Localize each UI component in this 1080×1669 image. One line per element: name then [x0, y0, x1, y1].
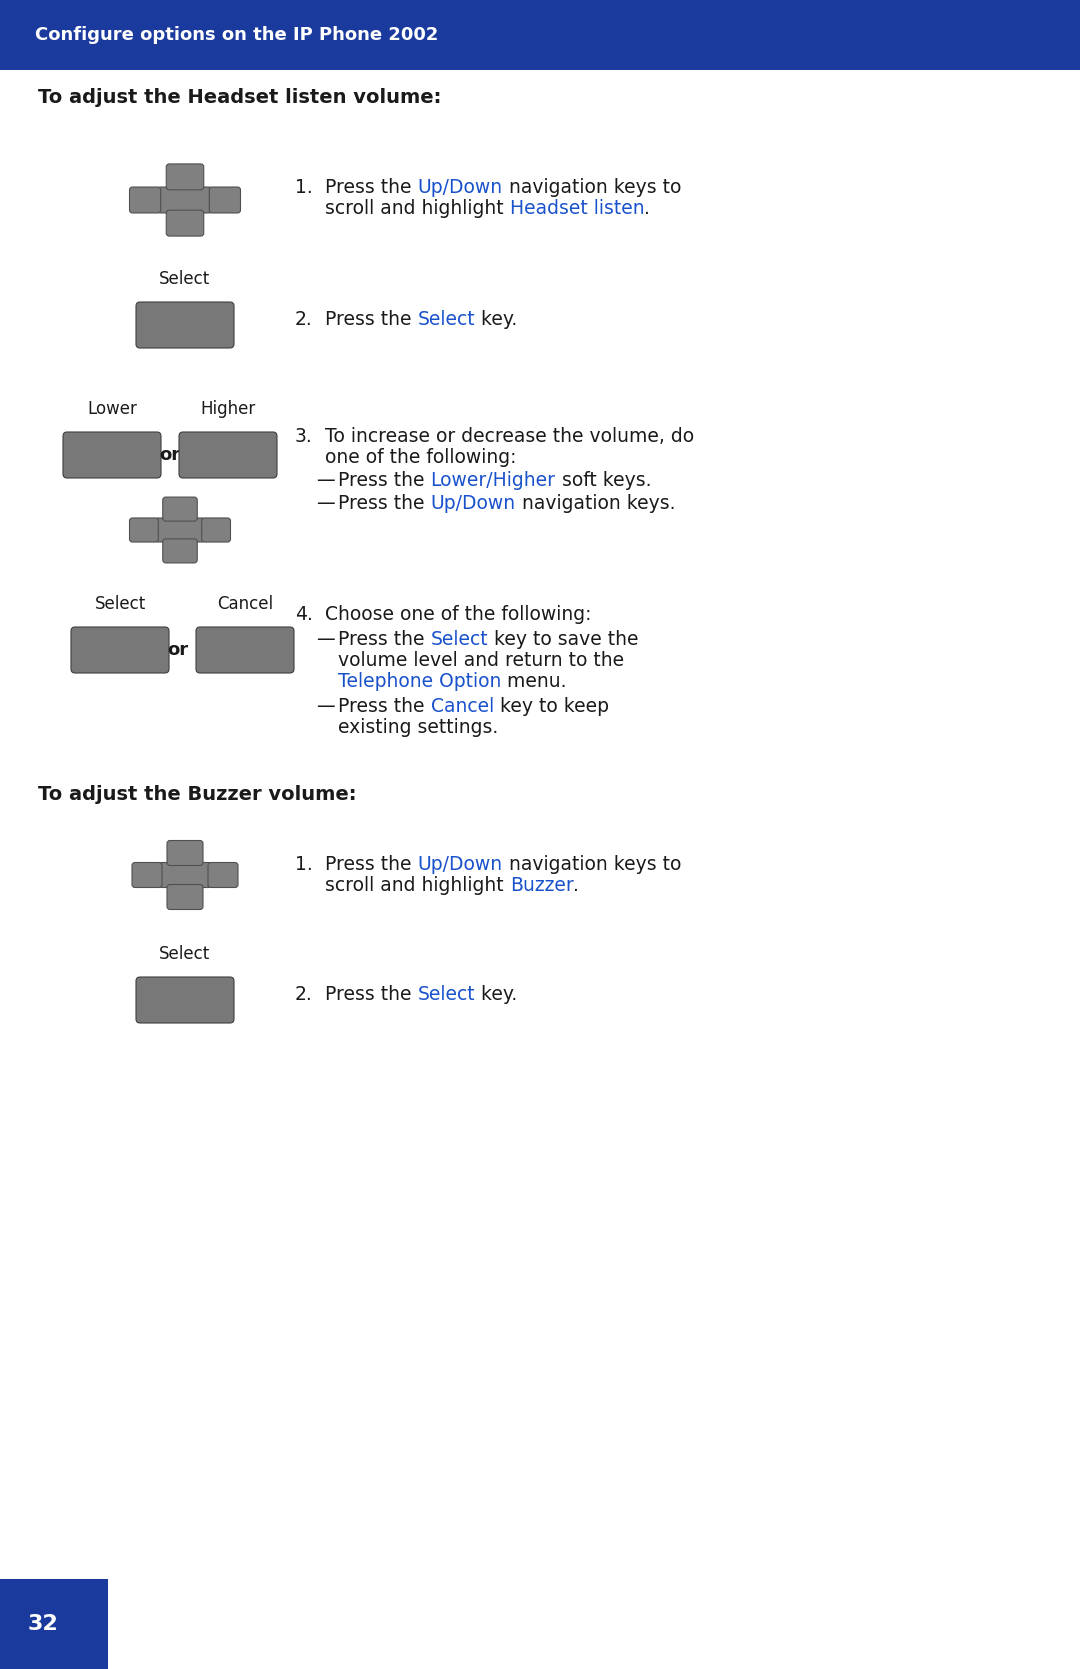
Text: To adjust the Buzzer volume:: To adjust the Buzzer volume:	[38, 784, 356, 804]
Bar	[0, 0, 1080, 70]
Text: Select: Select	[418, 310, 475, 329]
Text: .: .	[573, 876, 579, 895]
Text: Up/Down: Up/Down	[431, 494, 515, 512]
FancyBboxPatch shape	[202, 517, 230, 542]
FancyBboxPatch shape	[159, 863, 211, 888]
Text: .: .	[645, 199, 650, 219]
FancyBboxPatch shape	[132, 863, 162, 888]
Text: Press the: Press the	[338, 471, 431, 491]
FancyBboxPatch shape	[210, 187, 241, 214]
Text: Buzzer: Buzzer	[510, 876, 573, 895]
Text: scroll and highlight: scroll and highlight	[325, 199, 510, 219]
Text: or: or	[160, 446, 180, 464]
Text: Up/Down: Up/Down	[418, 179, 502, 197]
Text: Press the: Press the	[338, 629, 431, 649]
Text: or: or	[167, 641, 189, 659]
Text: 32: 32	[28, 1614, 58, 1634]
Text: —: —	[316, 494, 335, 512]
Text: menu.: menu.	[501, 673, 567, 691]
FancyBboxPatch shape	[166, 164, 204, 190]
Text: 4.: 4.	[295, 604, 313, 624]
Text: key to keep: key to keep	[494, 698, 609, 716]
FancyBboxPatch shape	[195, 628, 294, 673]
Text: Select: Select	[160, 945, 211, 963]
Text: Lower/Higher: Lower/Higher	[431, 471, 555, 491]
Bar	[0, 1579, 108, 1669]
Text: existing settings.: existing settings.	[338, 718, 498, 738]
Text: Higher: Higher	[201, 401, 256, 417]
FancyBboxPatch shape	[130, 187, 161, 214]
Text: key.: key.	[475, 985, 517, 1005]
Text: navigation keys.: navigation keys.	[515, 494, 675, 512]
Text: 1.: 1.	[295, 855, 313, 875]
Text: Cancel: Cancel	[431, 698, 494, 716]
Text: Select: Select	[418, 985, 475, 1005]
FancyBboxPatch shape	[136, 976, 234, 1023]
Text: soft keys.: soft keys.	[555, 471, 651, 491]
FancyBboxPatch shape	[208, 863, 238, 888]
Text: Press the: Press the	[325, 179, 418, 197]
Text: To adjust the Headset listen volume:: To adjust the Headset listen volume:	[38, 88, 442, 107]
FancyBboxPatch shape	[63, 432, 161, 477]
FancyBboxPatch shape	[179, 432, 276, 477]
FancyBboxPatch shape	[167, 885, 203, 910]
Text: —: —	[316, 629, 335, 649]
FancyBboxPatch shape	[166, 210, 204, 235]
FancyBboxPatch shape	[163, 539, 198, 562]
Text: Select: Select	[431, 629, 488, 649]
Text: 1.: 1.	[295, 179, 313, 197]
Text: navigation keys to: navigation keys to	[502, 179, 681, 197]
Text: Headset listen: Headset listen	[510, 199, 645, 219]
FancyBboxPatch shape	[158, 187, 212, 214]
Text: Cancel: Cancel	[217, 596, 273, 613]
Text: one of the following:: one of the following:	[325, 447, 516, 467]
Text: Press the: Press the	[338, 494, 431, 512]
Text: 3.: 3.	[295, 427, 313, 446]
Text: Up/Down: Up/Down	[418, 855, 502, 875]
FancyBboxPatch shape	[163, 497, 198, 521]
Text: Telephone Option: Telephone Option	[338, 673, 501, 691]
Text: 2.: 2.	[295, 310, 313, 329]
FancyBboxPatch shape	[71, 628, 168, 673]
Text: —: —	[316, 471, 335, 491]
FancyBboxPatch shape	[130, 517, 159, 542]
Text: —: —	[316, 698, 335, 716]
FancyBboxPatch shape	[156, 517, 205, 542]
Text: volume level and return to the: volume level and return to the	[338, 651, 624, 669]
Text: 2.: 2.	[295, 985, 313, 1005]
Text: Choose one of the following:: Choose one of the following:	[325, 604, 592, 624]
Text: key.: key.	[475, 310, 517, 329]
Text: Configure options on the IP Phone 2002: Configure options on the IP Phone 2002	[35, 27, 438, 43]
Text: Select: Select	[160, 270, 211, 289]
Text: To increase or decrease the volume, do: To increase or decrease the volume, do	[325, 427, 694, 446]
Text: Lower: Lower	[87, 401, 137, 417]
Text: Press the: Press the	[325, 985, 418, 1005]
Text: Select: Select	[94, 596, 146, 613]
FancyBboxPatch shape	[167, 841, 203, 866]
Text: Press the: Press the	[325, 310, 418, 329]
Text: key to save the: key to save the	[488, 629, 638, 649]
Text: Press the: Press the	[325, 855, 418, 875]
FancyBboxPatch shape	[136, 302, 234, 349]
Text: Press the: Press the	[338, 698, 431, 716]
Text: scroll and highlight: scroll and highlight	[325, 876, 510, 895]
Text: navigation keys to: navigation keys to	[502, 855, 681, 875]
